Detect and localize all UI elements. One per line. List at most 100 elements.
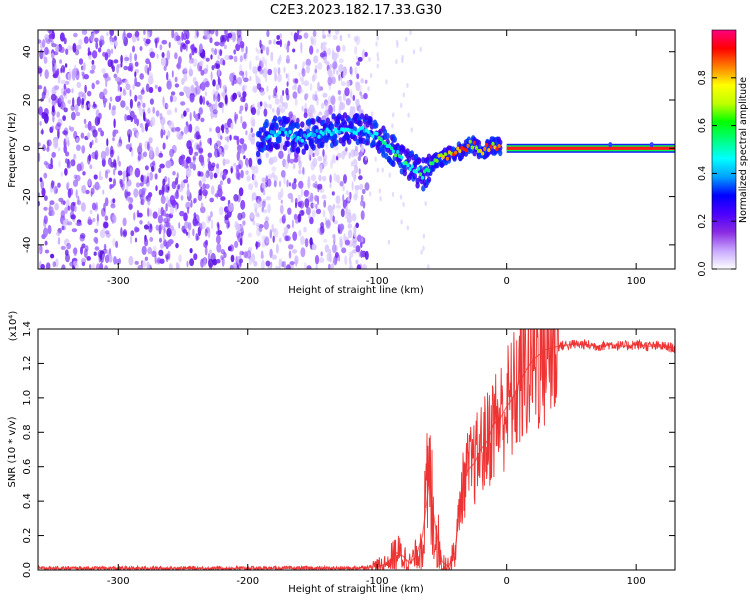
spectrogram-noise-cell [287,153,291,164]
spectrogram-noise-cell [89,69,95,74]
spectrogram-noise-cell [388,172,391,178]
snr-xtick-label: 100 [627,576,646,587]
spectrogram-noise-cell [278,265,281,269]
spectrogram-noise-cell [245,130,248,136]
spectrogram-noise-cell [279,204,284,215]
spectrogram-noise-cell [341,150,346,160]
spectrogram-noise-cell [132,84,135,90]
spectrogram-noise-cell [253,174,256,180]
spectrogram-noise-cell [38,152,41,162]
spectrogram-noise-cell [109,96,113,102]
spectrogram-noise-cell [63,107,68,113]
spectrogram-noise-cell [391,123,394,129]
spectrogram-noise-cell [322,159,328,167]
spectrogram-noise-cell [266,30,270,38]
spectrogram-noise-cell [259,90,266,96]
spectrogram-noise-cell [238,187,244,197]
spectrogram-ridge-cell [335,118,341,125]
spectrogram-noise-cell [60,101,66,110]
spectrogram-noise-cell [247,133,254,142]
spectrogram-noise-cell [189,53,192,60]
spectrogram-noise-cell [322,154,328,161]
spectrogram-noise-cell [216,221,220,228]
spectrogram-noise-cell [199,60,204,67]
spectrogram-noise-cell [351,170,357,177]
spectrogram-noise-cell [307,176,311,186]
spectrogram-ridge-core [458,149,462,154]
spectrogram-noise-cell [130,235,132,245]
spectrogram-noise-cell [315,204,318,209]
spectrogram-noise-cell [125,106,129,111]
spectrogram-noise-cell [317,155,323,162]
spectrogram-noise-cell [209,137,212,146]
spectrogram-noise-cell [269,248,273,259]
spectrogram-noise-cell [254,165,259,174]
spectrogram-noise-cell [360,200,364,207]
spectrogram-ridge-cell [345,133,350,140]
snr-ytick-label: 0.8 [22,424,33,440]
spectrogram-noise-cell [338,104,342,114]
spectrogram-noise-cell [352,240,357,249]
spectrogram-noise-cell [344,255,348,265]
spectrogram-noise-cell [308,214,311,220]
spectrogram-ridge-core [418,172,423,177]
spectrogram-noise-cell [269,104,272,110]
spectrogram-noise-cell [294,82,297,91]
spectrogram-noise-cell [125,83,131,91]
spectrogram-noise-cell [311,209,316,218]
spectrogram-noise-cell [179,91,185,97]
spectrogram-ridge-cell [310,138,315,145]
spectrogram-noise-cell [122,176,126,182]
spectrogram-noise-cell [185,201,191,210]
spectrogram-noise-cell [331,76,336,85]
spectrogram-noise-cell [175,126,181,132]
spectrogram-noise-cell [95,202,98,210]
spectrogram-ridge-cell [358,120,363,127]
spectrogram-ridge-cell [255,150,261,158]
spectrogram-noise-cell [250,212,255,220]
spectrogram-noise-cell [345,147,348,152]
spectrogram-noise-cell [43,227,48,238]
spectrogram-noise-cell [142,151,148,158]
spectrogram-noise-cell [212,79,216,87]
colorbar-tick-label: 0.8 [697,70,708,85]
spectrogram-noise-cell [123,65,129,71]
spectrogram-noise-cell [346,80,351,87]
spectrogram-noise-cell [59,46,65,53]
spectrogram-noise-cell [194,81,199,87]
spectrogram-noise-cell [143,111,146,122]
spectrogram-noise-cell [291,249,298,254]
spectrogram-ridge-core [387,144,391,149]
spectrogram-noise-cell [51,109,56,116]
spectrogram-noise-cell [193,212,197,219]
spectrogram-noise-cell [251,132,255,138]
spectrogram-noise-cell [177,133,184,140]
spectrogram-noise-cell [168,263,173,269]
spectrogram-noise-cell [114,40,118,47]
spectrogram-noise-cell [265,196,271,201]
spectrogram-noise-cell [186,260,189,268]
spectrogram-noise-cell [328,263,331,269]
spectrogram-noise-cell [67,45,73,51]
spectrogram-noise-cell [350,67,354,74]
spectrogram-noise-cell [267,203,271,214]
spectrogram-noise-cell [360,78,364,84]
spectrogram-noise-cell [227,177,231,184]
spectrogram-noise-cell [221,34,228,42]
spectrogram-noise-cell [282,213,286,220]
spectrogram-noise-cell [259,201,263,208]
spectrogram-noise-cell [230,167,233,174]
spectrogram-noise-cell [144,165,149,171]
spectrogram-noise-cell [204,192,207,199]
spectrogram-noise-cell [111,219,114,225]
spectrogram-noise-cell [82,171,86,176]
spectrogram-noise-cell [302,166,305,175]
spectrogram-ridge-core [323,130,327,135]
spectrogram-ridge-core [483,147,487,151]
spectrogram-noise-cell [52,31,55,40]
spectrogram-noise-cell [217,75,221,86]
spectrogram-noise-cell [321,175,327,182]
spectrogram-noise-cell [288,182,291,187]
spectrogram-noise-cell [309,83,313,91]
